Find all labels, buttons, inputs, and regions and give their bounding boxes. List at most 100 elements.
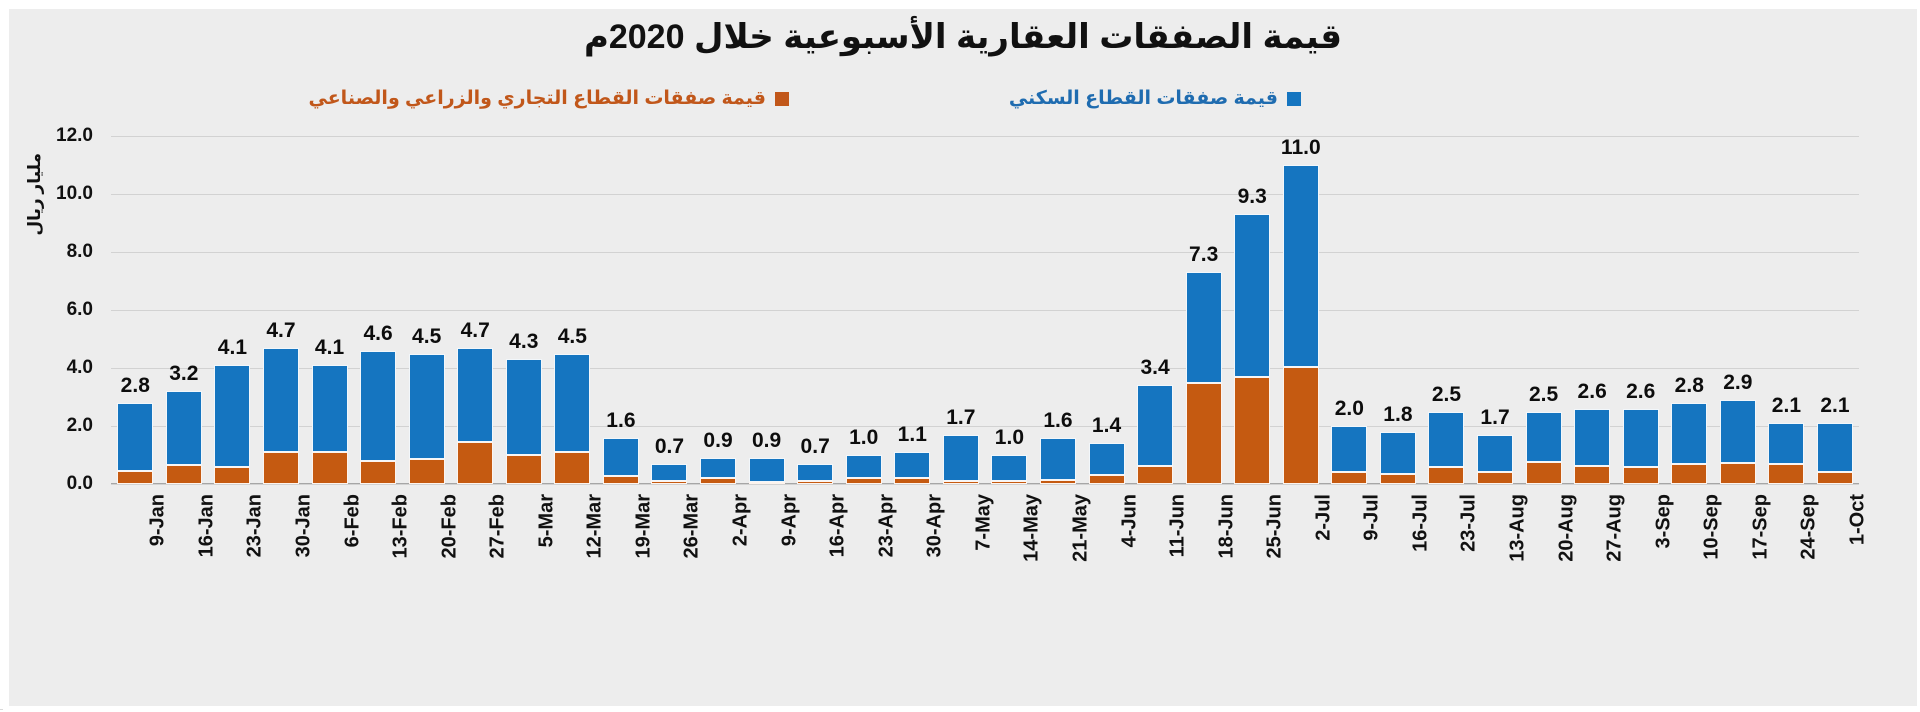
bar-column[interactable]: 1.8 [1374,136,1423,484]
bar-column[interactable]: 1.6 [1034,136,1083,484]
bar-column[interactable]: 2.5 [1422,136,1471,484]
bar-column[interactable]: 4.7 [257,136,306,484]
bar-stack[interactable] [311,365,348,484]
bar-segment-commercial[interactable] [1477,472,1514,484]
bar-segment-residential[interactable] [1671,402,1708,464]
bar-stack[interactable] [360,350,397,484]
bar-stack[interactable] [991,455,1028,484]
bar-stack[interactable] [1816,423,1853,484]
bar-column[interactable]: 3.2 [160,136,209,484]
bar-stack[interactable] [1622,408,1659,484]
bar-stack[interactable] [1477,434,1514,484]
bar-segment-residential[interactable] [1331,426,1368,473]
bar-segment-commercial[interactable] [1379,473,1416,484]
bar-segment-residential[interactable] [214,365,251,468]
bar-column[interactable]: 1.0 [985,136,1034,484]
bar-segment-commercial[interactable] [1816,471,1853,484]
bar-segment-commercial[interactable] [1088,475,1125,484]
bar-segment-residential[interactable] [894,452,931,478]
bar-segment-residential[interactable] [1768,423,1805,464]
bar-segment-commercial[interactable] [651,480,688,484]
bar-stack[interactable] [457,347,494,484]
bar-column[interactable]: 4.5 [402,136,451,484]
bar-segment-commercial[interactable] [117,470,154,484]
bar-column[interactable]: 4.5 [548,136,597,484]
bar-column[interactable]: 1.6 [597,136,646,484]
bar-stack[interactable] [602,437,639,484]
bar-segment-residential[interactable] [797,463,834,481]
bar-column[interactable]: 4.6 [354,136,403,484]
bar-column[interactable]: 2.1 [1762,136,1811,484]
bar-column[interactable]: 2.9 [1714,136,1763,484]
bar-stack[interactable] [554,353,591,484]
bar-stack[interactable] [1185,272,1222,484]
bar-segment-commercial[interactable] [1768,463,1805,484]
bar-column[interactable]: 7.3 [1179,136,1228,484]
bar-segment-commercial[interactable] [894,477,931,484]
bar-segment-residential[interactable] [991,455,1028,482]
bar-column[interactable]: 0.9 [694,136,743,484]
bar-stack[interactable] [748,457,785,484]
bar-column[interactable]: 4.1 [208,136,257,484]
bar-segment-residential[interactable] [700,457,737,479]
bar-column[interactable]: 9.3 [1228,136,1277,484]
bar-segment-residential[interactable] [117,402,154,471]
bar-stack[interactable] [408,353,445,484]
bar-segment-residential[interactable] [1622,408,1659,467]
bar-segment-commercial[interactable] [165,465,202,484]
bar-segment-commercial[interactable] [360,460,397,484]
bar-segment-residential[interactable] [845,455,882,479]
bar-segment-commercial[interactable] [505,455,542,484]
bar-segment-commercial[interactable] [1234,376,1271,484]
bar-segment-commercial[interactable] [214,467,251,484]
bar-segment-residential[interactable] [602,437,639,476]
bar-column[interactable]: 2.8 [111,136,160,484]
bar-stack[interactable] [165,391,202,484]
legend-item-commercial[interactable]: قيمة صفقات القطاع التجاري والزراعي والصن… [308,87,789,110]
legend-item-residential[interactable]: قيمة صفقات القطاع السكني [1009,87,1301,110]
bar-stack[interactable] [262,347,299,484]
bar-segment-residential[interactable] [1574,408,1611,467]
bar-segment-residential[interactable] [1816,423,1853,472]
bar-segment-commercial[interactable] [1622,466,1659,484]
bar-segment-commercial[interactable] [1282,366,1319,484]
bar-segment-residential[interactable] [1137,385,1174,467]
bar-column[interactable]: 4.7 [451,136,500,484]
bar-segment-residential[interactable] [1234,214,1271,377]
bar-segment-residential[interactable] [360,350,397,461]
bar-segment-residential[interactable] [554,353,591,453]
bar-segment-commercial[interactable] [700,478,737,484]
bar-stack[interactable] [1088,443,1125,484]
bar-segment-commercial[interactable] [1574,466,1611,484]
bar-segment-commercial[interactable] [748,481,785,484]
bar-stack[interactable] [1234,214,1271,484]
bar-stack[interactable] [1379,431,1416,484]
bar-column[interactable]: 2.1 [1811,136,1860,484]
bar-stack[interactable] [117,402,154,484]
bar-column[interactable]: 4.1 [305,136,354,484]
bar-stack[interactable] [214,365,251,484]
bar-segment-residential[interactable] [1525,411,1562,463]
bar-segment-commercial[interactable] [942,480,979,484]
bar-segment-residential[interactable] [1477,434,1514,473]
bar-segment-residential[interactable] [1088,443,1125,476]
bar-segment-commercial[interactable] [797,480,834,484]
bar-segment-commercial[interactable] [457,441,494,484]
bar-stack[interactable] [700,457,737,484]
bar-segment-commercial[interactable] [1185,382,1222,484]
bar-column[interactable]: 2.0 [1325,136,1374,484]
bar-segment-residential[interactable] [1282,165,1319,367]
bar-segment-commercial[interactable] [991,481,1028,484]
bar-stack[interactable] [505,359,542,484]
bar-segment-commercial[interactable] [311,452,348,484]
bar-segment-residential[interactable] [942,434,979,481]
bar-segment-commercial[interactable] [845,478,882,484]
bar-segment-residential[interactable] [1428,411,1465,467]
bar-stack[interactable] [1719,399,1756,484]
bar-segment-commercial[interactable] [1719,463,1756,484]
bar-segment-residential[interactable] [165,391,202,466]
bar-segment-commercial[interactable] [1039,479,1076,484]
bar-segment-commercial[interactable] [262,452,299,484]
bar-stack[interactable] [1574,408,1611,484]
bar-segment-commercial[interactable] [602,475,639,484]
